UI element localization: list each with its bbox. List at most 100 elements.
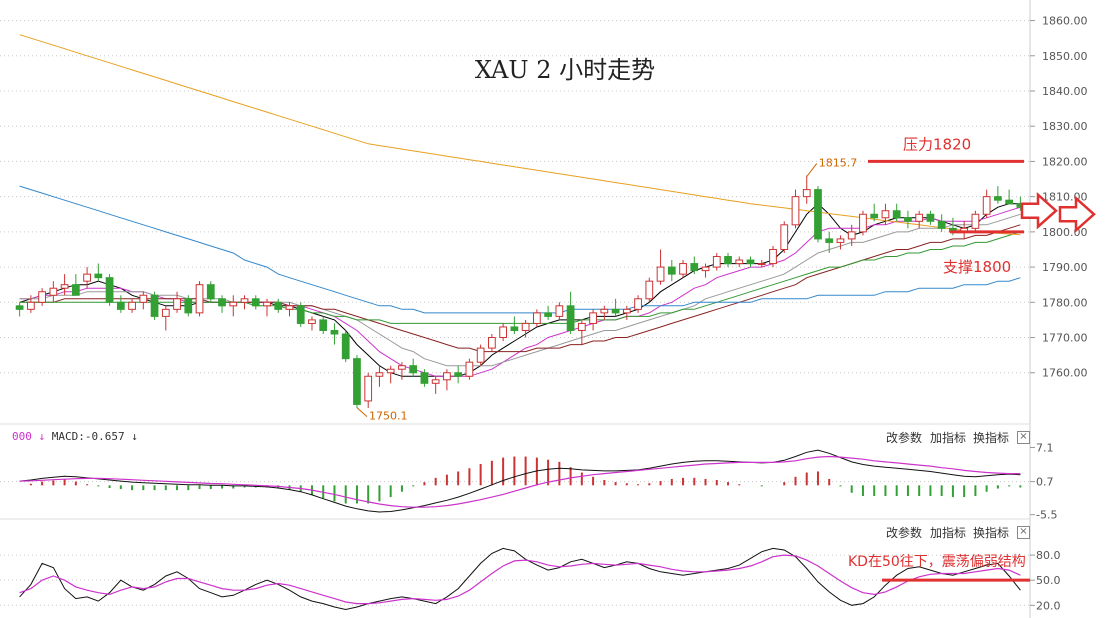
candle-body <box>521 322 530 331</box>
candle-body <box>724 256 732 265</box>
price-tick-label: 1760.00 <box>1042 367 1088 380</box>
candle <box>859 210 867 236</box>
candle <box>701 263 710 278</box>
candle <box>476 344 485 366</box>
macd-add-indicator-button[interactable]: 加指标 <box>930 431 967 445</box>
extreme-price-label: 1815.7 <box>819 157 858 170</box>
candle <box>937 214 946 232</box>
candle-body <box>881 210 890 219</box>
candle <box>353 355 361 408</box>
candle <box>128 298 136 313</box>
candle <box>420 369 429 387</box>
candle-body <box>577 322 586 331</box>
candle-body <box>757 263 766 266</box>
candle-body <box>173 298 181 310</box>
candle <box>881 203 890 225</box>
macd-arrow-icon: ↓ <box>131 430 138 443</box>
candle <box>105 274 114 306</box>
candle-body <box>825 238 834 243</box>
candle <box>712 253 721 271</box>
candle-body <box>656 266 665 282</box>
macd-prefix: 000 <box>12 430 32 443</box>
kd-tick-label: 50.0 <box>1036 574 1061 587</box>
candle-body <box>251 298 260 307</box>
candle <box>791 189 800 229</box>
candle <box>746 256 755 268</box>
candle <box>375 365 384 387</box>
kd-tick-label: 20.0 <box>1036 599 1061 612</box>
candle <box>690 256 699 275</box>
candle <box>364 372 373 408</box>
moving-average-line <box>19 213 1021 367</box>
candle <box>38 288 46 306</box>
candle <box>386 365 395 384</box>
candle <box>499 323 508 342</box>
candle <box>195 281 204 317</box>
kd-add-indicator-button[interactable]: 加指标 <box>930 526 967 540</box>
candle-body <box>859 213 867 233</box>
candle <box>566 291 575 334</box>
candle <box>667 260 676 282</box>
price-tick-label: 1770.00 <box>1042 332 1088 345</box>
moving-average-line <box>19 203 1021 377</box>
candle <box>836 235 845 250</box>
candle-body <box>690 263 699 272</box>
candle <box>15 302 24 317</box>
price-tick-label: 1840.00 <box>1042 85 1088 98</box>
macd-close-icon[interactable]: × <box>1017 431 1030 444</box>
candle-body <box>926 213 935 222</box>
candle-body <box>555 305 564 317</box>
kd-d-line <box>19 554 1021 605</box>
candle <box>1005 189 1014 205</box>
candle <box>296 302 305 327</box>
candle-body <box>701 266 710 272</box>
candle-body <box>195 284 204 314</box>
candle-body <box>240 298 249 303</box>
candle-body <box>600 308 609 314</box>
candle-body <box>566 305 575 331</box>
candle <box>757 260 766 268</box>
candle-body <box>128 301 136 310</box>
candle-body <box>285 305 294 310</box>
candle <box>443 369 451 391</box>
kd-close-icon[interactable]: × <box>1017 526 1030 539</box>
candle-body <box>375 372 384 377</box>
candle <box>870 203 879 222</box>
candle <box>454 365 463 384</box>
candle-body <box>60 284 69 289</box>
candle <box>308 316 316 331</box>
candle <box>577 319 586 345</box>
candle-body <box>139 294 148 303</box>
candle-body <box>263 301 271 307</box>
trend-arrow-icon <box>1020 191 1058 230</box>
candle <box>341 330 350 363</box>
kd-change-params-button[interactable]: 改参数 <box>886 526 923 540</box>
candle <box>892 203 901 222</box>
candle-body <box>229 301 238 307</box>
candle <box>645 277 654 303</box>
candle-body <box>71 284 80 296</box>
candle-body <box>802 189 811 198</box>
candle-body <box>353 358 361 405</box>
candle <box>521 319 530 338</box>
candle-body <box>892 210 901 219</box>
kd-k-line <box>19 547 1021 611</box>
macd-tick-label: 7.1 <box>1036 441 1054 454</box>
candle <box>915 210 924 229</box>
candle-body <box>510 326 519 331</box>
candle <box>229 295 238 317</box>
candle <box>60 274 69 296</box>
macd-switch-indicator-button[interactable]: 换指标 <box>973 431 1010 445</box>
candle-body <box>915 213 924 222</box>
price-tick-label: 1800.00 <box>1042 226 1088 239</box>
candle <box>206 281 215 303</box>
candle-body <box>589 312 597 324</box>
kd-switch-indicator-button[interactable]: 换指标 <box>973 526 1010 540</box>
candle <box>510 316 519 334</box>
candle-body <box>150 294 159 317</box>
macd-change-params-button[interactable]: 改参数 <box>886 431 923 445</box>
candle <box>769 245 777 268</box>
candle <box>94 263 103 282</box>
candle-body <box>386 368 395 374</box>
candle-body <box>611 308 620 314</box>
